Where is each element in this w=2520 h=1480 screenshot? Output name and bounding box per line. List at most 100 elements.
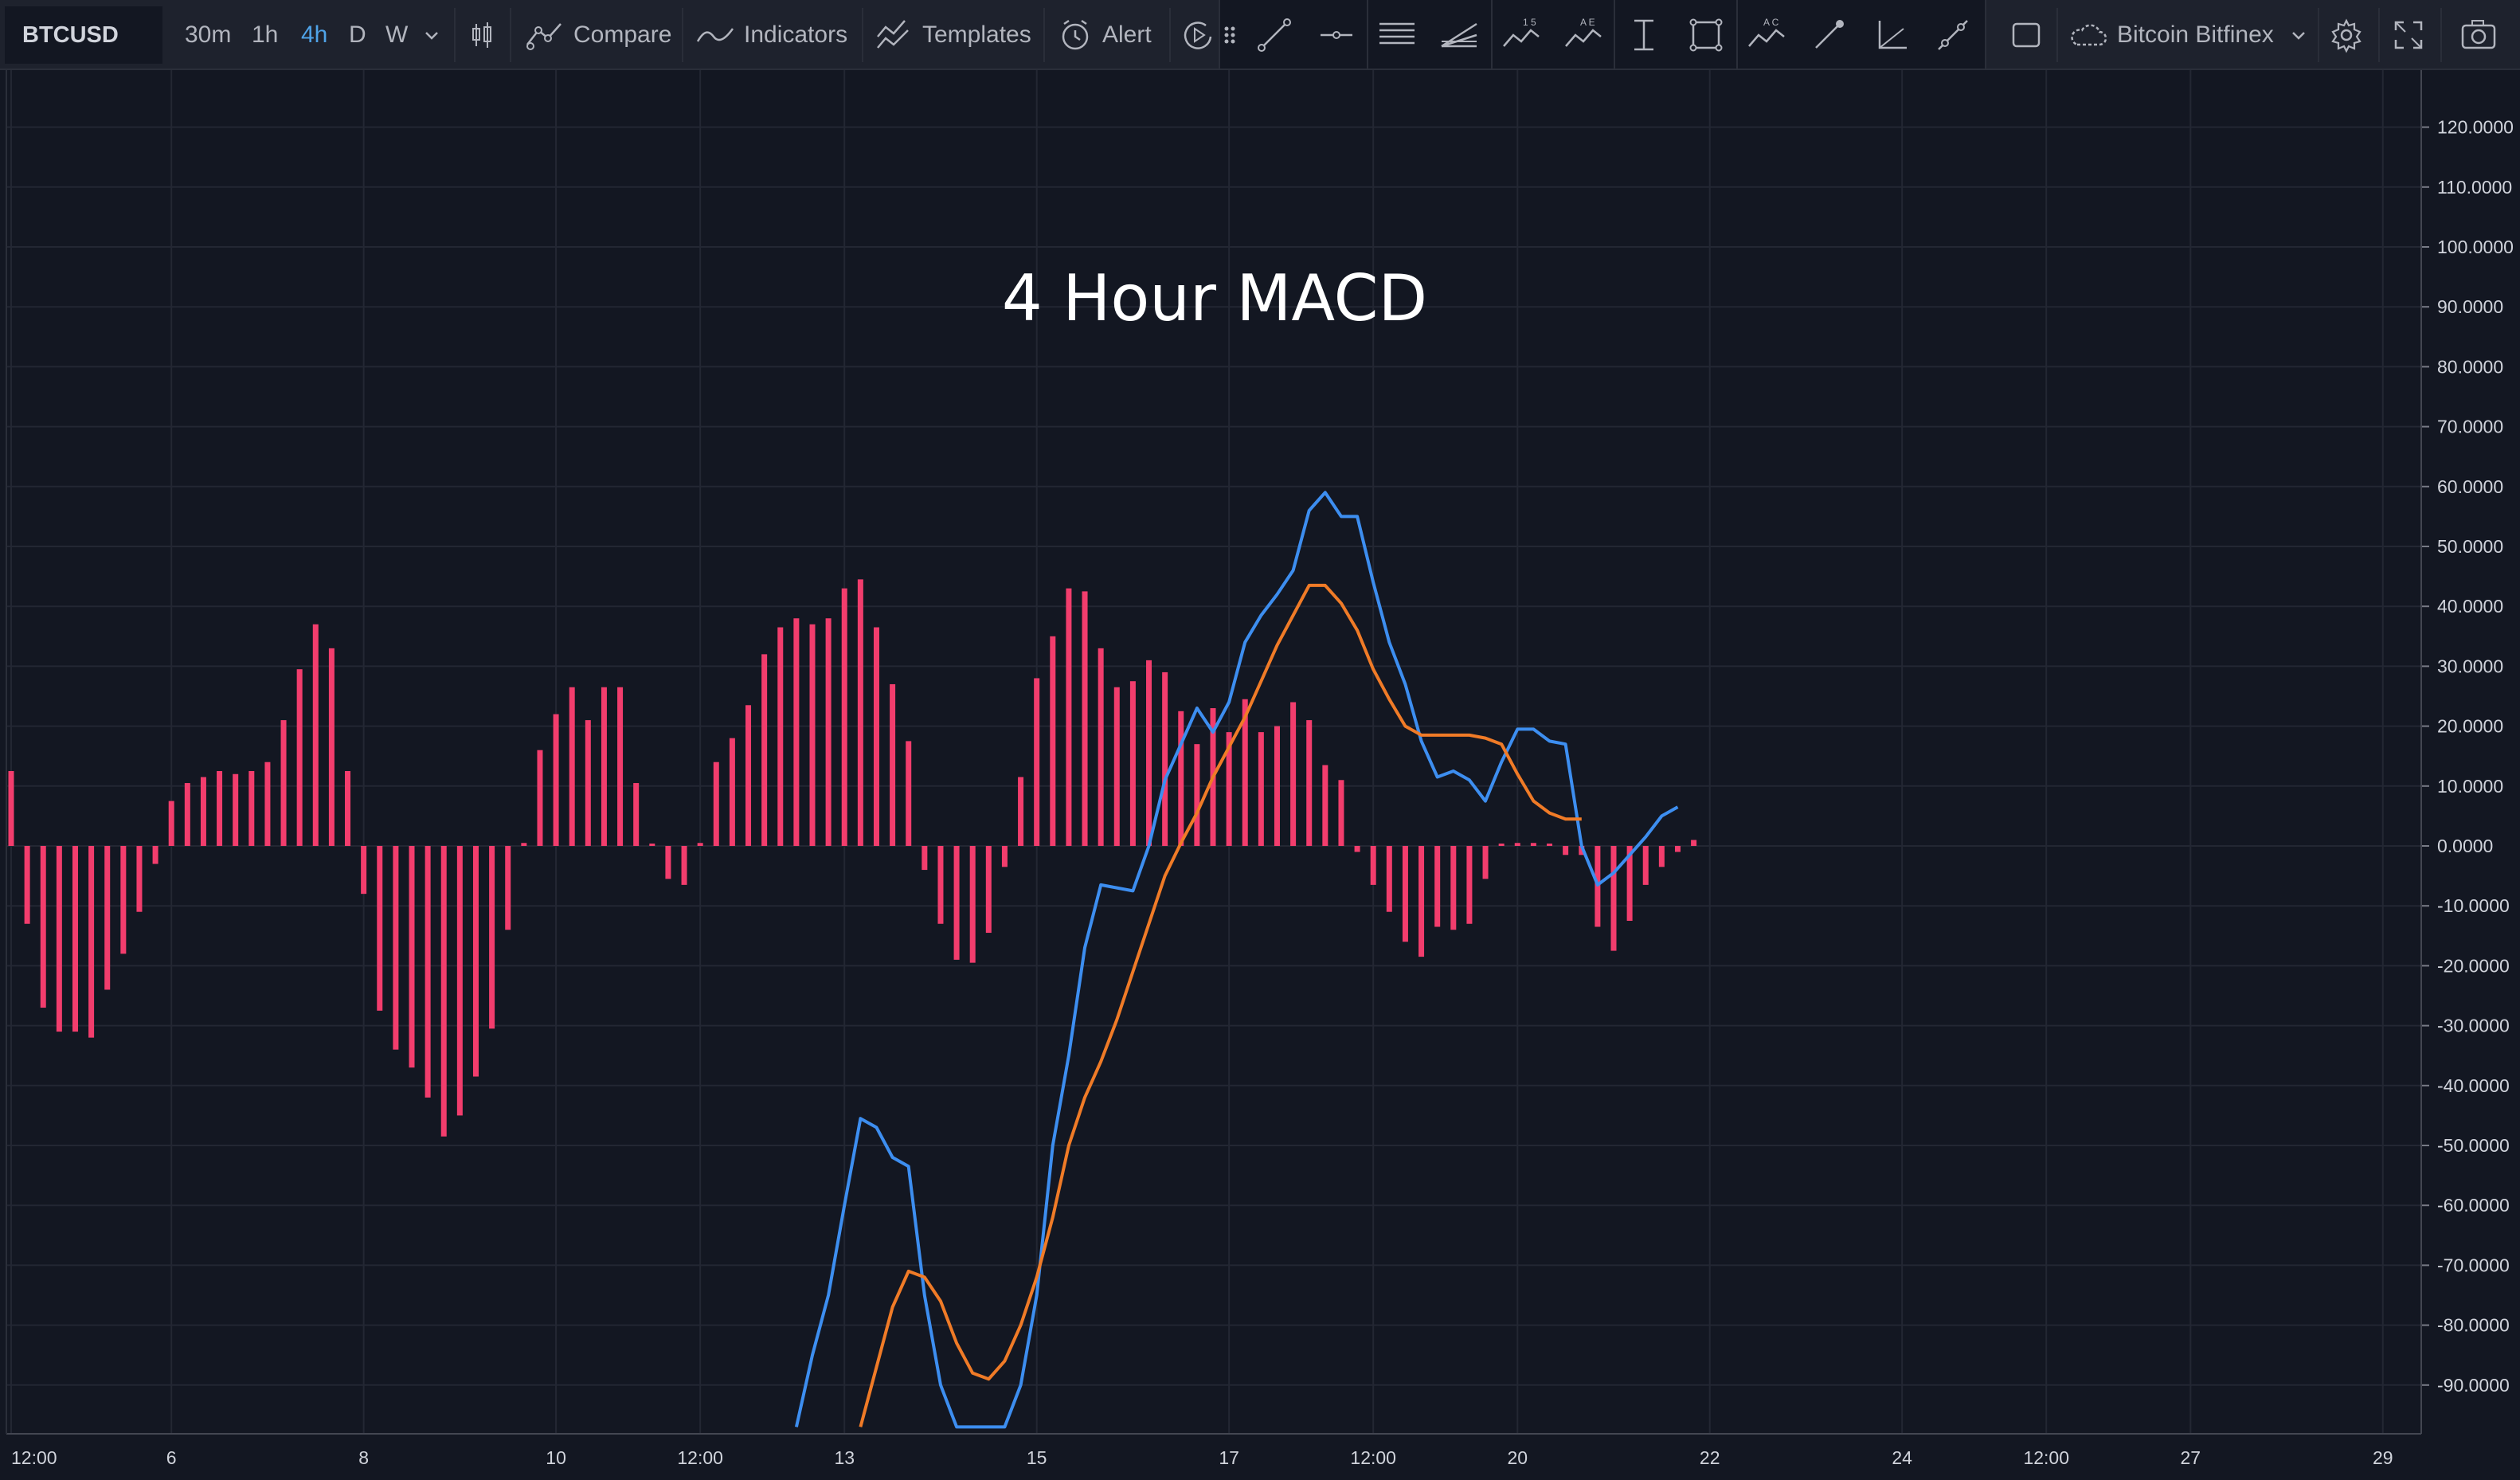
- histogram-bar: [985, 846, 992, 934]
- histogram-bar: [1530, 843, 1536, 846]
- histogram-bar: [1642, 846, 1649, 885]
- y-axis-label: 110.0000: [2437, 177, 2512, 198]
- histogram-bar: [409, 846, 415, 1068]
- y-axis-label: 100.0000: [2437, 237, 2514, 257]
- histogram-bar: [1162, 671, 1168, 846]
- histogram-bar: [1001, 846, 1008, 867]
- x-axis-label: 12:00: [2023, 1447, 2069, 1468]
- histogram-bar: [1658, 846, 1665, 867]
- abcde-pattern-icon[interactable]: A E: [1561, 13, 1606, 57]
- abc-pattern-icon[interactable]: A C: [1744, 13, 1789, 57]
- angle-icon[interactable]: [1868, 13, 1913, 57]
- histogram-bar: [1113, 687, 1120, 846]
- camera-icon[interactable]: [2456, 13, 2501, 57]
- histogram-bar: [969, 846, 976, 963]
- y-axis-label: -70.0000: [2437, 1255, 2510, 1275]
- y-axis-label: 20.0000: [2437, 716, 2503, 737]
- alert-icon[interactable]: [1053, 13, 1098, 57]
- toolbar-divider: [1614, 0, 1615, 69]
- macd-chart[interactable]: 120.0000110.0000100.000090.000080.000070…: [0, 70, 2520, 1480]
- histogram-bar: [1258, 732, 1264, 846]
- histogram-bar: [1514, 843, 1520, 846]
- histogram-bar: [104, 846, 111, 990]
- indicators-icon[interactable]: [693, 13, 738, 57]
- histogram-bar: [697, 843, 703, 846]
- histogram-bar: [1450, 846, 1457, 930]
- templates-icon[interactable]: [873, 13, 918, 57]
- histogram-bar: [569, 687, 575, 846]
- histogram-bar: [665, 846, 671, 879]
- chart-axes: 120.0000110.0000100.000090.000080.000070…: [6, 70, 2514, 1468]
- y-axis-label: 60.0000: [2437, 476, 2503, 497]
- chevron-down-icon[interactable]: [2287, 24, 2310, 46]
- drawing-tools-bar: 1 5 A E A C: [1219, 0, 1986, 69]
- histogram-bar: [24, 846, 30, 924]
- cloud-icon[interactable]: [2066, 13, 2111, 57]
- x-axis-label: 12:00: [1350, 1447, 1396, 1468]
- y-axis-label: 90.0000: [2437, 296, 2503, 317]
- interval-1h-button[interactable]: 1h: [252, 22, 279, 48]
- y-axis-label: 50.0000: [2437, 536, 2503, 557]
- histogram-bar: [377, 846, 383, 1011]
- svg-text:A C: A C: [1763, 17, 1779, 28]
- grip-icon[interactable]: [1222, 24, 1238, 46]
- templates-button[interactable]: Templates: [922, 22, 1031, 48]
- interval-4h-button[interactable]: 4h: [301, 22, 328, 48]
- chevron-down-icon[interactable]: [421, 24, 443, 46]
- xabcd-pattern-icon[interactable]: 1 5: [1499, 13, 1544, 57]
- toolbar-divider: [862, 8, 863, 62]
- horizontal-ray-icon[interactable]: [1314, 13, 1359, 57]
- macd-histogram: [8, 579, 1697, 1137]
- histogram-bar: [296, 669, 303, 846]
- histogram-bar: [809, 624, 816, 846]
- settings-icon[interactable]: [2324, 13, 2369, 57]
- histogram-bar: [200, 777, 206, 846]
- candles-icon[interactable]: [460, 13, 505, 57]
- square-icon[interactable]: [2004, 13, 2048, 57]
- histogram-bar: [1034, 678, 1040, 846]
- exchange-selector[interactable]: Bitcoin Bitfinex: [2117, 22, 2274, 48]
- toolbar-divider: [510, 8, 511, 62]
- x-axis-label: 29: [2373, 1447, 2393, 1468]
- histogram-bar: [1082, 591, 1088, 846]
- histogram-bar: [120, 846, 127, 954]
- symbol-search-button[interactable]: BTCUSD: [5, 6, 162, 64]
- replay-icon[interactable]: [1176, 13, 1220, 57]
- histogram-bar: [1610, 846, 1617, 951]
- histogram-bar: [505, 846, 511, 930]
- price-range-icon[interactable]: [1622, 13, 1666, 57]
- chart-title: 4 Hour MACD: [1001, 261, 1428, 335]
- y-axis-label: 30.0000: [2437, 656, 2503, 676]
- compare-icon[interactable]: [522, 13, 567, 57]
- pitchfork-icon[interactable]: [1437, 13, 1481, 57]
- interval-w-button[interactable]: W: [385, 22, 409, 48]
- x-axis-label: 8: [358, 1447, 369, 1468]
- toolbar-divider: [682, 8, 683, 62]
- svg-text:A E: A E: [1580, 17, 1595, 28]
- signal-line: [859, 583, 1582, 1427]
- trend-line-icon[interactable]: [1252, 13, 1297, 57]
- alert-button[interactable]: Alert: [1102, 22, 1152, 48]
- indicators-button[interactable]: Indicators: [744, 22, 848, 48]
- toolbar-divider: [2440, 8, 2442, 62]
- rectangle-icon[interactable]: [1684, 13, 1728, 57]
- histogram-bar: [248, 771, 255, 846]
- toolbar-divider: [1043, 8, 1045, 62]
- histogram-bar: [745, 705, 752, 846]
- histogram-bar: [88, 846, 95, 1038]
- histogram-bar: [1129, 681, 1136, 846]
- brush-icon[interactable]: [1806, 13, 1851, 57]
- interval-d-button[interactable]: D: [349, 22, 366, 48]
- histogram-bar: [472, 846, 479, 1077]
- path-icon[interactable]: [1931, 13, 1975, 57]
- histogram-bar: [1322, 765, 1328, 846]
- histogram-bar: [1274, 726, 1280, 846]
- x-axis-label: 12:00: [677, 1447, 723, 1468]
- compare-button[interactable]: Compare: [573, 22, 672, 48]
- interval-30m-button[interactable]: 30m: [185, 22, 232, 48]
- parallel-channel-icon[interactable]: [1375, 13, 1419, 57]
- histogram-bar: [1226, 732, 1232, 846]
- fullscreen-icon[interactable]: [2386, 13, 2431, 57]
- toolbar-divider: [1491, 0, 1493, 69]
- histogram-bar: [1386, 846, 1392, 912]
